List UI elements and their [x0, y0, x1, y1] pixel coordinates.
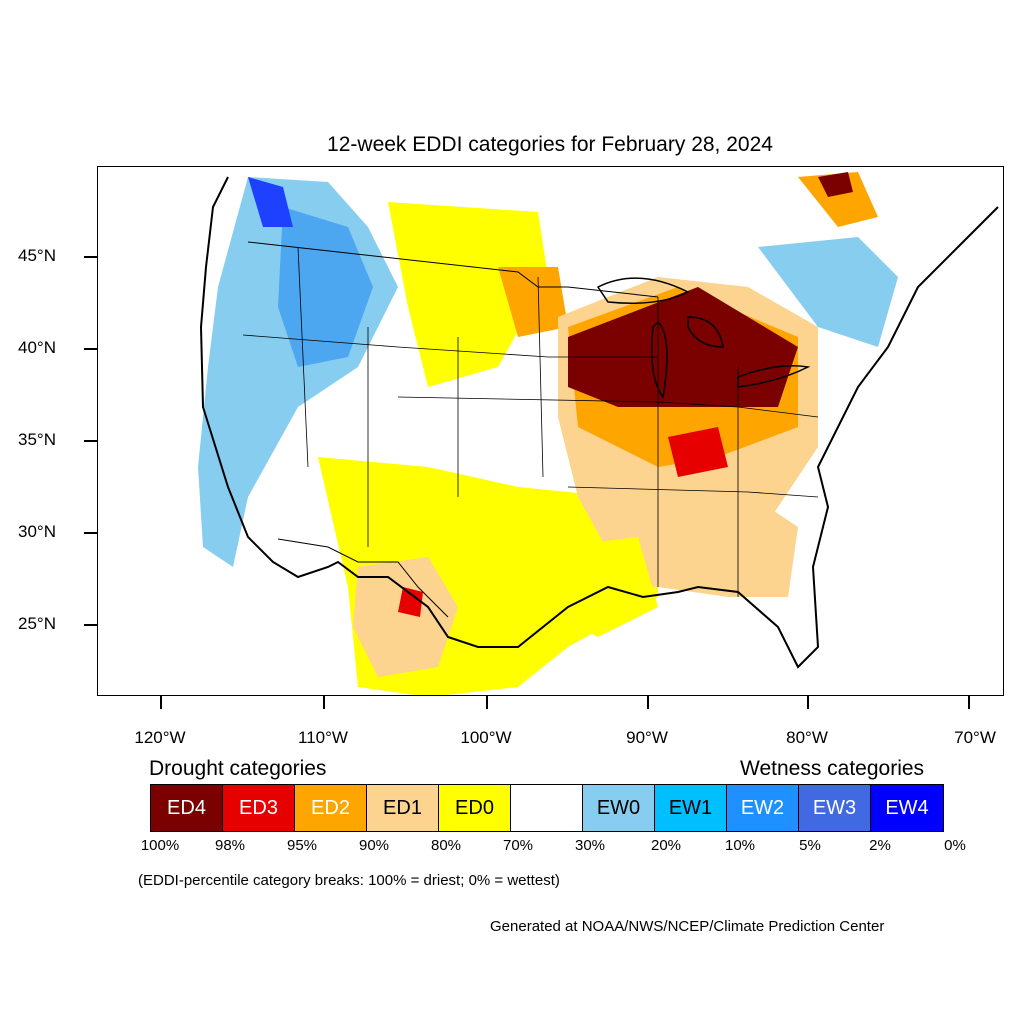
us-outline — [199, 176, 999, 669]
mexico-border — [277, 538, 449, 618]
x-tick-label: 120°W — [134, 728, 186, 747]
break-label: 10% — [724, 837, 756, 854]
legend-label: EW2 — [740, 796, 785, 819]
break-label: 100% — [140, 837, 180, 854]
break-label: 70% — [502, 837, 534, 854]
x-tick-110w — [323, 696, 325, 709]
y-tick-45 — [84, 256, 97, 258]
legend-label: ED3 — [239, 796, 278, 819]
y-tick-label: 35°N — [18, 430, 56, 449]
wet-region-northeast — [758, 237, 898, 347]
dry-region-tennessee-core — [668, 427, 728, 477]
y-tick-40 — [84, 348, 97, 350]
eddi-map — [97, 166, 1004, 696]
legend-swatch-ew1: EW1 — [655, 785, 727, 831]
break-label: 98% — [214, 837, 246, 854]
x-tick-120w — [160, 696, 162, 709]
dry-region-dakotas — [498, 267, 568, 337]
y-tick-25 — [84, 624, 97, 626]
y-tick-label: 40°N — [18, 338, 56, 357]
legend-swatch-ed1: ED1 — [367, 785, 439, 831]
legend-swatch-ew3: EW3 — [799, 785, 871, 831]
break-label: 80% — [430, 837, 462, 854]
dry-region-northern-plains — [388, 202, 548, 387]
x-tick-100w — [486, 696, 488, 709]
break-label: 0% — [944, 837, 966, 854]
dry-region-quebec-core — [818, 172, 853, 197]
legend-label: EW0 — [596, 796, 641, 819]
y-tick-label: 30°N — [18, 522, 56, 541]
x-tick-70w — [968, 696, 970, 709]
x-tick-label: 80°W — [786, 728, 828, 747]
legend-swatch-ew4: EW4 — [871, 785, 943, 831]
break-label: 5% — [799, 837, 821, 854]
legend-swatch-ed0: ED0 — [439, 785, 511, 831]
category-legend: ED4 ED3 ED2 ED1 ED0 EW0 EW1 EW2 EW3 EW4 — [150, 784, 944, 832]
y-tick-30 — [84, 532, 97, 534]
dry-region-southeast — [638, 487, 798, 597]
category-shading — [198, 172, 898, 695]
drought-categories-heading: Drought categories — [149, 757, 327, 780]
break-label: 20% — [650, 837, 682, 854]
state-lines — [242, 246, 819, 597]
eddi-map-canvas — [198, 172, 999, 695]
x-tick-90w — [647, 696, 649, 709]
legend-label: ED1 — [383, 796, 422, 819]
break-label: 2% — [869, 837, 891, 854]
legend-label: ED2 — [311, 796, 350, 819]
great-lakes — [596, 277, 811, 399]
wet-region-northwest-core — [248, 177, 293, 227]
legend-label: ED0 — [455, 796, 494, 819]
x-tick-label: 100°W — [460, 728, 512, 747]
dry-region-texas-core — [398, 587, 423, 617]
category-breaks-note: (EDDI-percentile category breaks: 100% =… — [138, 872, 560, 889]
credit-line: Generated at NOAA/NWS/NCEP/Climate Predi… — [490, 918, 885, 935]
legend-swatch-ed3: ED3 — [223, 785, 295, 831]
x-tick-label: 70°W — [954, 728, 996, 747]
x-tick-80w — [807, 696, 809, 709]
legend-swatch-ed4: ED4 — [151, 785, 223, 831]
y-tick-35 — [84, 440, 97, 442]
wetness-categories-heading: Wetness categories — [740, 757, 925, 780]
y-tick-label: 45°N — [18, 246, 56, 265]
map-title: 12-week EDDI categories for February 28,… — [327, 133, 773, 156]
dry-region-quebec — [798, 172, 878, 227]
boundaries — [199, 176, 999, 669]
x-tick-label: 90°W — [626, 728, 668, 747]
legend-label: ED4 — [167, 796, 206, 819]
dry-region-midwest-core — [568, 287, 798, 407]
legend-swatch-ew2: EW2 — [727, 785, 799, 831]
legend-swatch-ew0: EW0 — [583, 785, 655, 831]
legend-label: EW3 — [812, 796, 857, 819]
y-tick-label: 25°N — [18, 614, 56, 633]
dry-region-west-texas — [353, 557, 458, 677]
break-label: 30% — [574, 837, 606, 854]
break-label: 95% — [286, 837, 318, 854]
legend-swatch-ed2: ED2 — [295, 785, 367, 831]
legend-swatch-neutral — [511, 785, 583, 831]
legend-label: EW1 — [668, 796, 713, 819]
legend-label: EW4 — [885, 796, 929, 819]
x-tick-label: 110°W — [298, 728, 348, 747]
break-label: 90% — [358, 837, 390, 854]
